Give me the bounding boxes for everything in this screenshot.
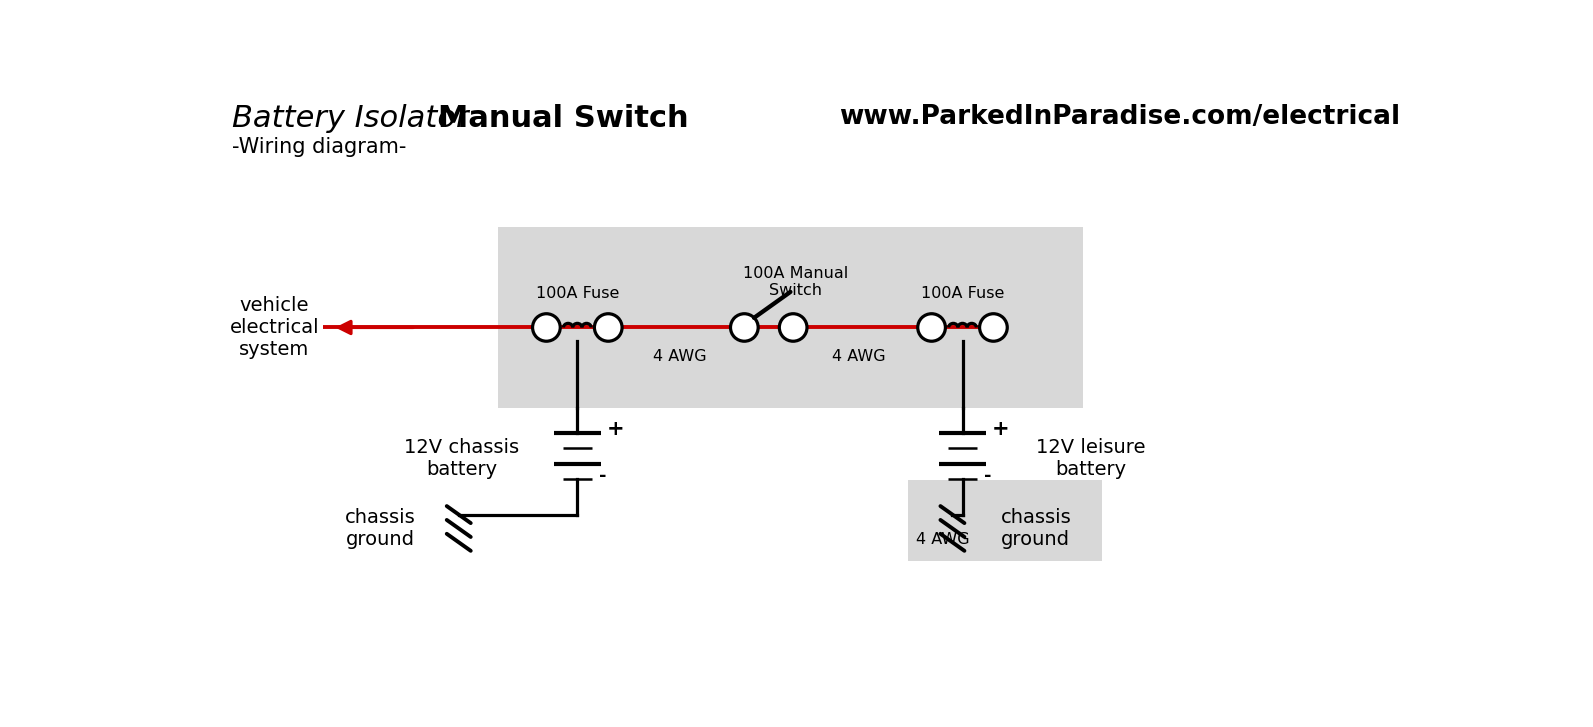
Text: vehicle
electrical
system: vehicle electrical system <box>229 296 319 359</box>
Text: -: - <box>984 467 992 485</box>
Text: chassis
ground: chassis ground <box>346 508 416 549</box>
Circle shape <box>532 314 561 341</box>
Circle shape <box>980 314 1007 341</box>
Text: 100A Fuse: 100A Fuse <box>921 286 1004 300</box>
Text: -Wiring diagram-: -Wiring diagram- <box>231 137 406 157</box>
Circle shape <box>731 314 758 341</box>
Text: 12V leisure
battery: 12V leisure battery <box>1035 438 1145 479</box>
Text: Battery Isolator: Battery Isolator <box>231 104 478 133</box>
Text: +: + <box>607 419 624 439</box>
Circle shape <box>779 314 808 341</box>
Text: chassis
ground: chassis ground <box>1000 508 1070 549</box>
Circle shape <box>594 314 623 341</box>
Text: 12V chassis
battery: 12V chassis battery <box>405 438 519 479</box>
Bar <box>908 480 1102 561</box>
Text: +: + <box>992 419 1010 439</box>
Text: 4 AWG: 4 AWG <box>653 349 706 364</box>
Text: 100A Manual
Switch: 100A Manual Switch <box>744 266 849 298</box>
Text: 100A Fuse: 100A Fuse <box>535 286 620 300</box>
Text: Manual Switch: Manual Switch <box>438 104 688 133</box>
Text: -: - <box>599 467 607 485</box>
Circle shape <box>918 314 945 341</box>
Text: 4 AWG: 4 AWG <box>832 349 886 364</box>
Bar <box>497 228 1083 409</box>
Text: www.ParkedInParadise.com/electrical: www.ParkedInParadise.com/electrical <box>840 104 1400 130</box>
Text: 4 AWG: 4 AWG <box>916 531 970 547</box>
